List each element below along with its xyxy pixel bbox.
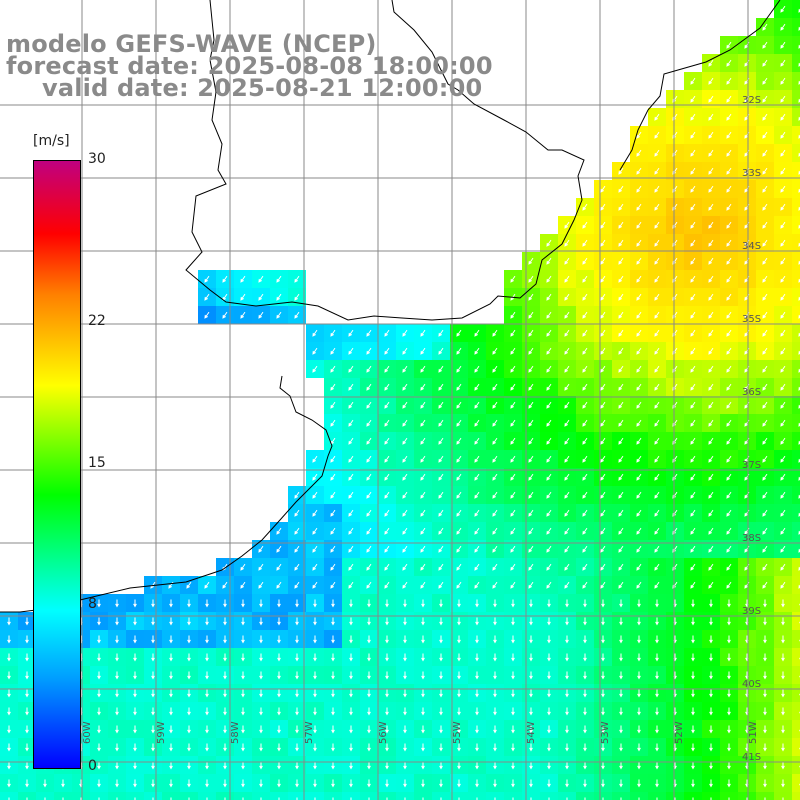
valid-date: valid date: 2025-08-21 12:00:00: [42, 76, 482, 100]
latitude-label: 34S: [742, 241, 761, 252]
wind-cell: [792, 612, 800, 630]
longitude-label: 51W: [748, 721, 759, 744]
latitude-label: 36S: [742, 387, 761, 398]
longitude-label: 60W: [82, 721, 93, 744]
longitude-label: 53W: [600, 721, 611, 744]
wind-cell: [792, 630, 800, 648]
latitude-label: 41S: [742, 752, 761, 763]
latitude-label: 38S: [742, 533, 761, 544]
wind-cell: [792, 756, 800, 774]
colorbar-tick-label: 22: [88, 313, 106, 329]
wind-cell: [792, 774, 800, 792]
colorbar: [33, 160, 81, 769]
colorbar-unit: [m/s]: [33, 133, 70, 149]
colorbar-tick-label: 0: [88, 758, 97, 774]
longitude-label: 55W: [452, 721, 463, 744]
latitude-label: 40S: [742, 679, 761, 690]
colorbar-tick-label: 15: [88, 455, 106, 471]
wind-cell: [792, 792, 800, 800]
latitude-label: 39S: [742, 606, 761, 617]
colorbar-tick-label: 8: [88, 596, 97, 612]
wind-cell: [792, 594, 800, 612]
latitude-label: 35S: [742, 314, 761, 325]
longitude-label: 57W: [304, 721, 315, 744]
longitude-label: 58W: [230, 721, 241, 744]
latitude-label: 32S: [742, 95, 761, 106]
wind-cell: [792, 720, 800, 738]
longitude-label: 56W: [378, 721, 389, 744]
wind-cell: [792, 684, 800, 702]
colorbar-tick-label: 30: [88, 151, 106, 167]
longitude-label: 59W: [156, 721, 167, 744]
wind-cell: [792, 666, 800, 684]
wind-cell: [792, 702, 800, 720]
latitude-label: 37S: [742, 460, 761, 471]
wind-cell: [792, 738, 800, 756]
wind-cell: [792, 648, 800, 666]
latitude-label: 33S: [742, 168, 761, 179]
longitude-label: 54W: [526, 721, 537, 744]
longitude-label: 52W: [674, 721, 685, 744]
